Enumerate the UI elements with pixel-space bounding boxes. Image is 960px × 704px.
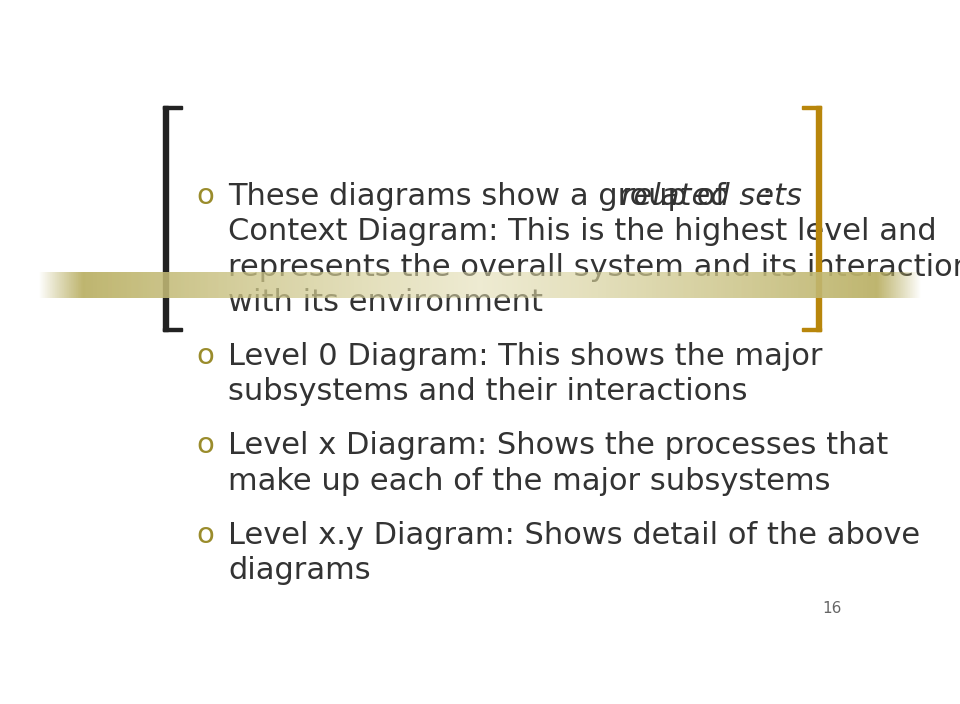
Text: subsystems and their interactions: subsystems and their interactions [228, 377, 748, 406]
Text: o: o [197, 182, 214, 210]
Bar [803, 106, 821, 109]
Bar [163, 106, 181, 109]
Text: 16: 16 [823, 601, 842, 616]
Text: Level 0 Diagram: This shows the major: Level 0 Diagram: This shows the major [228, 342, 823, 371]
Bar [163, 328, 181, 331]
Text: Level x Diagram: Shows the processes that: Level x Diagram: Shows the processes tha… [228, 432, 888, 460]
Text: :: : [761, 182, 772, 211]
Text: Level x.y Diagram: Shows detail of the above: Level x.y Diagram: Shows detail of the a… [228, 521, 920, 550]
Text: o: o [197, 432, 214, 460]
Text: make up each of the major subsystems: make up each of the major subsystems [228, 467, 830, 496]
Text: related sets: related sets [621, 182, 803, 211]
Text: Context Diagram: This is the highest level and: Context Diagram: This is the highest lev… [228, 218, 937, 246]
Text: represents the overall system and its interaction: represents the overall system and its in… [228, 253, 960, 282]
Text: o: o [197, 342, 214, 370]
Bar [163, 106, 168, 331]
Text: diagrams: diagrams [228, 556, 371, 585]
Bar [816, 106, 821, 331]
Text: with its environment: with its environment [228, 288, 543, 317]
Text: These diagrams show a group of: These diagrams show a group of [228, 182, 735, 211]
Bar [803, 328, 821, 331]
Text: o: o [197, 521, 214, 549]
